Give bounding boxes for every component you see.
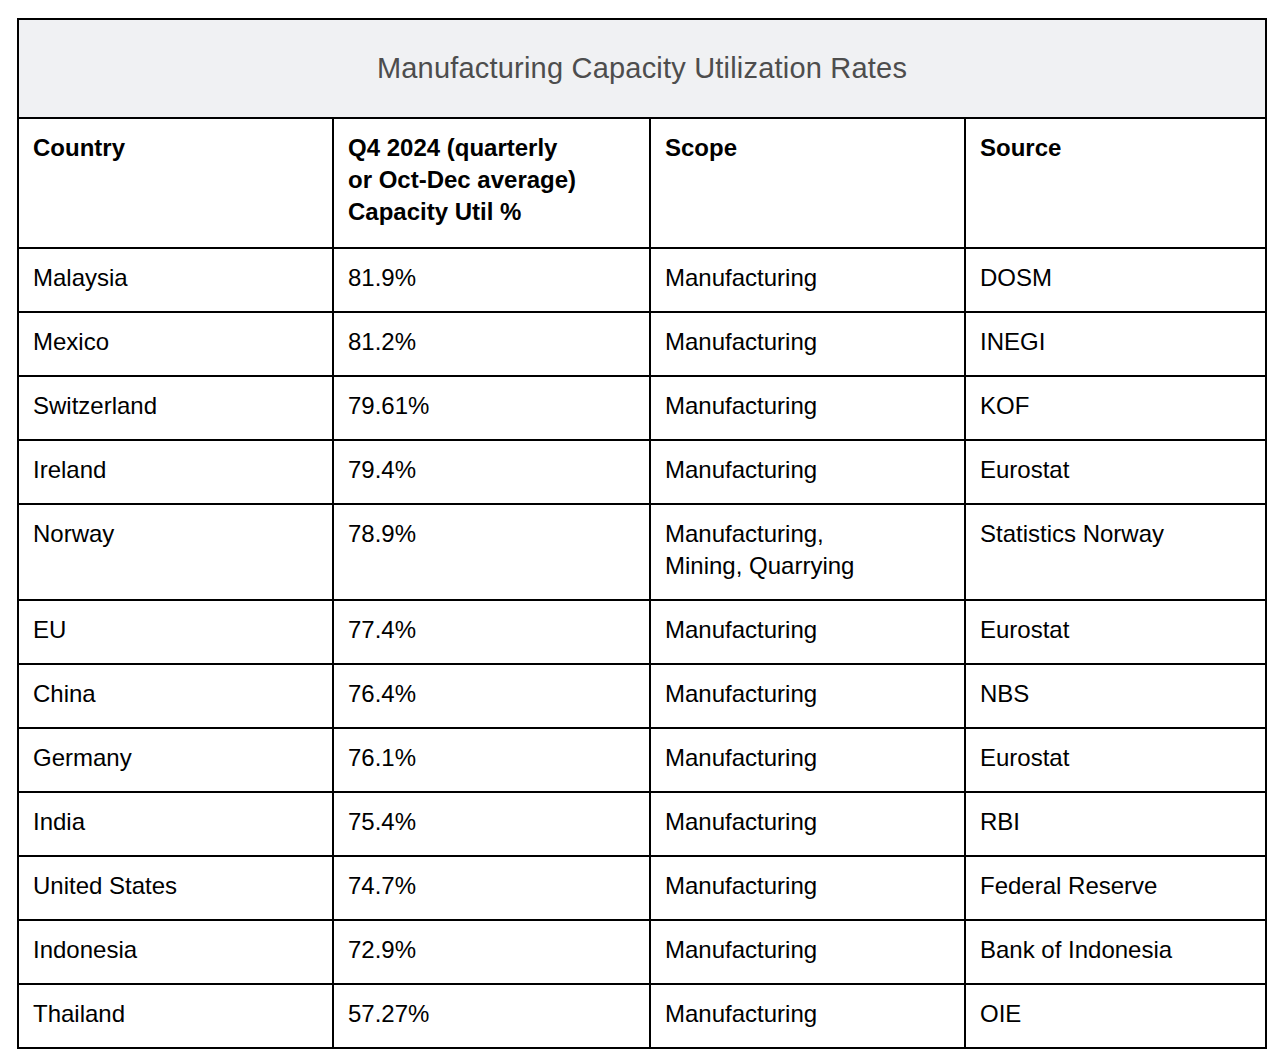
cell-country: Mexico <box>18 312 333 376</box>
cell-country: Malaysia <box>18 248 333 312</box>
column-header-capacity-util: Q4 2024 (quarterly or Oct-Dec average) C… <box>333 118 650 248</box>
capacity-utilization-table: Manufacturing Capacity Utilization Rates… <box>17 18 1267 1049</box>
cell-country: Ireland <box>18 440 333 504</box>
cell-capacity: 74.7% <box>333 856 650 920</box>
cell-capacity: 79.61% <box>333 376 650 440</box>
cell-scope: Manufacturing, Mining, Quarrying <box>650 504 965 600</box>
cell-country: China <box>18 664 333 728</box>
cell-source: Eurostat <box>965 728 1266 792</box>
cell-source: INEGI <box>965 312 1266 376</box>
table-row: United States74.7%ManufacturingFederal R… <box>18 856 1266 920</box>
cell-source: Bank of Indonesia <box>965 920 1266 984</box>
cell-capacity: 76.4% <box>333 664 650 728</box>
cell-capacity: 57.27% <box>333 984 650 1048</box>
cell-country: Indonesia <box>18 920 333 984</box>
cell-source: KOF <box>965 376 1266 440</box>
cell-country: Thailand <box>18 984 333 1048</box>
table-row: China76.4%ManufacturingNBS <box>18 664 1266 728</box>
cell-scope: Manufacturing <box>650 312 965 376</box>
cell-country: EU <box>18 600 333 664</box>
cell-capacity: 75.4% <box>333 792 650 856</box>
table-row: EU77.4%ManufacturingEurostat <box>18 600 1266 664</box>
cell-scope: Manufacturing <box>650 792 965 856</box>
cell-capacity: 72.9% <box>333 920 650 984</box>
cell-capacity: 76.1% <box>333 728 650 792</box>
cell-capacity: 77.4% <box>333 600 650 664</box>
cell-source: Eurostat <box>965 600 1266 664</box>
cell-source: Statistics Norway <box>965 504 1266 600</box>
cell-scope: Manufacturing <box>650 600 965 664</box>
table-body: Malaysia81.9%ManufacturingDOSMMexico81.2… <box>18 248 1266 1048</box>
cell-scope: Manufacturing <box>650 664 965 728</box>
cell-capacity: 81.2% <box>333 312 650 376</box>
header-row: Country Q4 2024 (quarterly or Oct-Dec av… <box>18 118 1266 248</box>
cell-country: Germany <box>18 728 333 792</box>
title-row: Manufacturing Capacity Utilization Rates <box>18 19 1266 118</box>
table-row: Ireland79.4%ManufacturingEurostat <box>18 440 1266 504</box>
table-row: Norway78.9%Manufacturing, Mining, Quarry… <box>18 504 1266 600</box>
cell-country: United States <box>18 856 333 920</box>
cell-source: Eurostat <box>965 440 1266 504</box>
cell-scope: Manufacturing <box>650 920 965 984</box>
table-row: Malaysia81.9%ManufacturingDOSM <box>18 248 1266 312</box>
table-row: Switzerland79.61%ManufacturingKOF <box>18 376 1266 440</box>
cell-source: DOSM <box>965 248 1266 312</box>
cell-capacity: 79.4% <box>333 440 650 504</box>
cell-scope: Manufacturing <box>650 984 965 1048</box>
cell-scope: Manufacturing <box>650 376 965 440</box>
cell-country: Norway <box>18 504 333 600</box>
table-row: Indonesia72.9%ManufacturingBank of Indon… <box>18 920 1266 984</box>
table-row: Mexico81.2%ManufacturingINEGI <box>18 312 1266 376</box>
cell-source: Federal Reserve <box>965 856 1266 920</box>
cell-source: NBS <box>965 664 1266 728</box>
cell-country: Switzerland <box>18 376 333 440</box>
cell-capacity: 78.9% <box>333 504 650 600</box>
table-row: Thailand57.27%ManufacturingOIE <box>18 984 1266 1048</box>
cell-scope: Manufacturing <box>650 248 965 312</box>
table-head: Manufacturing Capacity Utilization Rates… <box>18 19 1266 248</box>
column-header-country: Country <box>18 118 333 248</box>
table-title: Manufacturing Capacity Utilization Rates <box>18 19 1266 118</box>
cell-capacity: 81.9% <box>333 248 650 312</box>
cell-scope: Manufacturing <box>650 728 965 792</box>
cell-source: OIE <box>965 984 1266 1048</box>
cell-country: India <box>18 792 333 856</box>
page: { "table": { "title": "Manufacturing Cap… <box>0 0 1282 1064</box>
cell-source: RBI <box>965 792 1266 856</box>
column-header-source: Source <box>965 118 1266 248</box>
cell-scope: Manufacturing <box>650 440 965 504</box>
cell-scope: Manufacturing <box>650 856 965 920</box>
table-row: Germany76.1%ManufacturingEurostat <box>18 728 1266 792</box>
column-header-scope: Scope <box>650 118 965 248</box>
table-row: India75.4%ManufacturingRBI <box>18 792 1266 856</box>
